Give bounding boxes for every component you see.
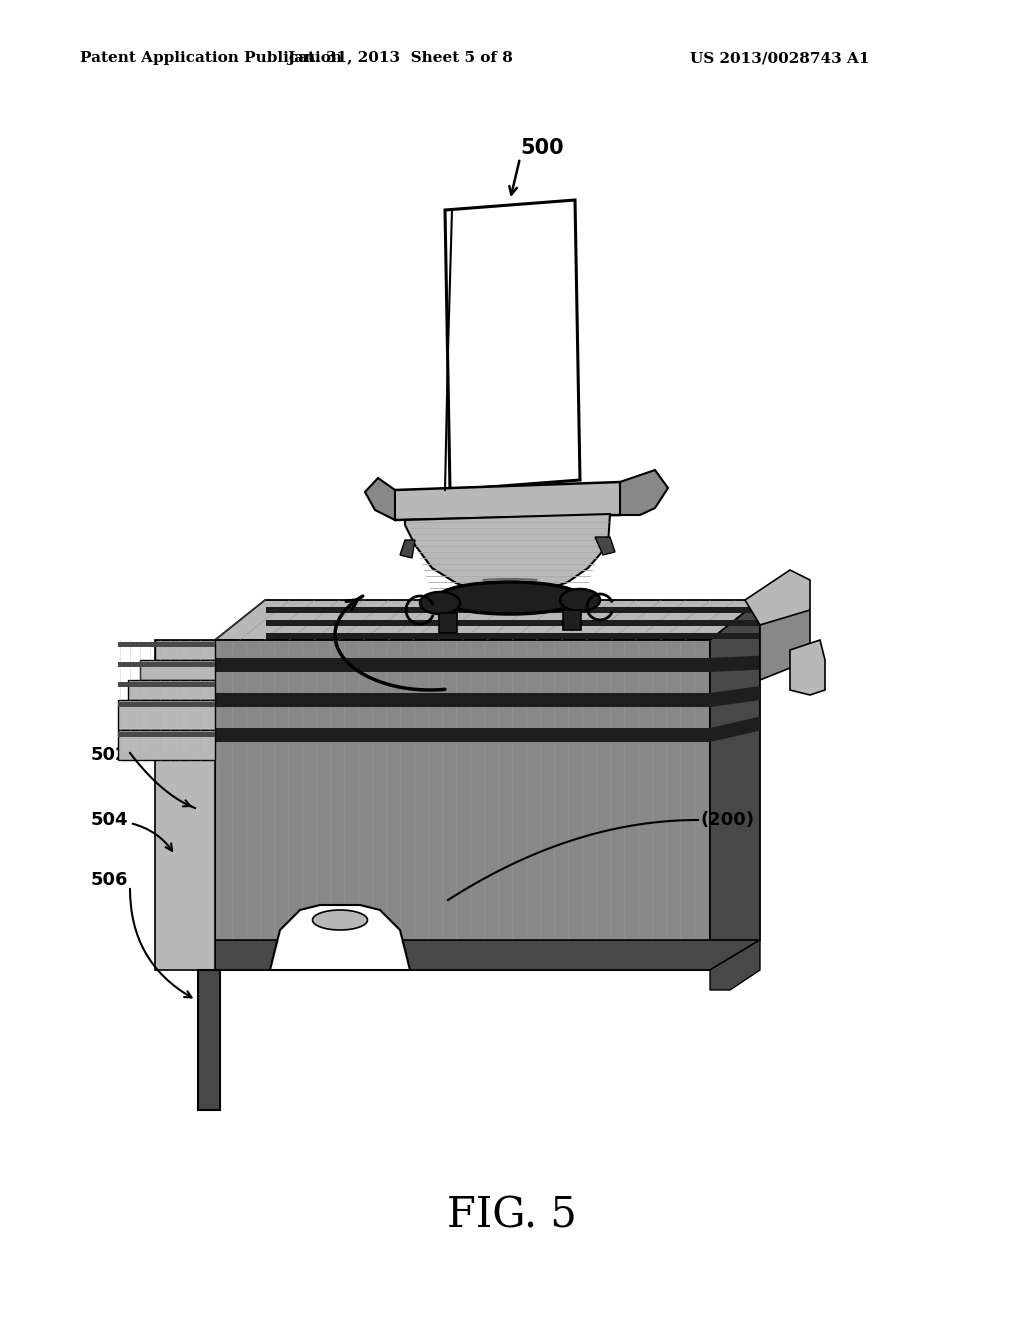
Bar <box>118 642 215 647</box>
Polygon shape <box>266 620 761 626</box>
Polygon shape <box>266 607 761 612</box>
Ellipse shape <box>312 909 368 931</box>
Polygon shape <box>710 940 760 990</box>
Text: 506: 506 <box>90 871 128 888</box>
Polygon shape <box>710 601 760 970</box>
Polygon shape <box>710 686 760 708</box>
Bar <box>215 693 710 708</box>
Bar <box>118 733 215 737</box>
Polygon shape <box>620 470 668 515</box>
Polygon shape <box>215 601 760 640</box>
Bar <box>439 612 457 634</box>
Bar <box>198 970 220 1110</box>
Polygon shape <box>215 940 760 970</box>
Bar <box>118 702 215 708</box>
Bar <box>563 610 581 630</box>
Polygon shape <box>155 640 215 660</box>
Polygon shape <box>215 640 710 970</box>
Polygon shape <box>400 540 415 558</box>
Text: Jan. 31, 2013  Sheet 5 of 8: Jan. 31, 2013 Sheet 5 of 8 <box>287 51 513 65</box>
Polygon shape <box>118 730 215 760</box>
Text: 502: 502 <box>90 746 128 764</box>
Bar <box>215 657 710 672</box>
Polygon shape <box>760 610 810 680</box>
Polygon shape <box>128 680 215 700</box>
Bar <box>118 663 215 667</box>
Text: 500: 500 <box>520 139 563 158</box>
Polygon shape <box>378 482 640 520</box>
Polygon shape <box>595 537 615 554</box>
Text: (200): (200) <box>700 810 754 829</box>
Ellipse shape <box>420 591 460 614</box>
Polygon shape <box>710 717 760 742</box>
Polygon shape <box>710 656 760 672</box>
Text: Patent Application Publication: Patent Application Publication <box>80 51 342 65</box>
Text: FIG. 5: FIG. 5 <box>447 1195 577 1236</box>
Polygon shape <box>140 660 215 680</box>
Polygon shape <box>406 513 610 591</box>
Polygon shape <box>365 478 395 520</box>
Polygon shape <box>270 906 410 970</box>
Polygon shape <box>155 640 215 970</box>
Bar <box>215 729 710 742</box>
Polygon shape <box>266 634 761 639</box>
Polygon shape <box>118 700 215 730</box>
Ellipse shape <box>437 582 583 614</box>
Text: US 2013/0028743 A1: US 2013/0028743 A1 <box>690 51 869 65</box>
Polygon shape <box>790 640 825 696</box>
Bar <box>118 682 215 686</box>
Text: 504: 504 <box>90 810 128 829</box>
Ellipse shape <box>560 589 600 611</box>
Polygon shape <box>745 570 810 624</box>
Polygon shape <box>445 201 580 490</box>
